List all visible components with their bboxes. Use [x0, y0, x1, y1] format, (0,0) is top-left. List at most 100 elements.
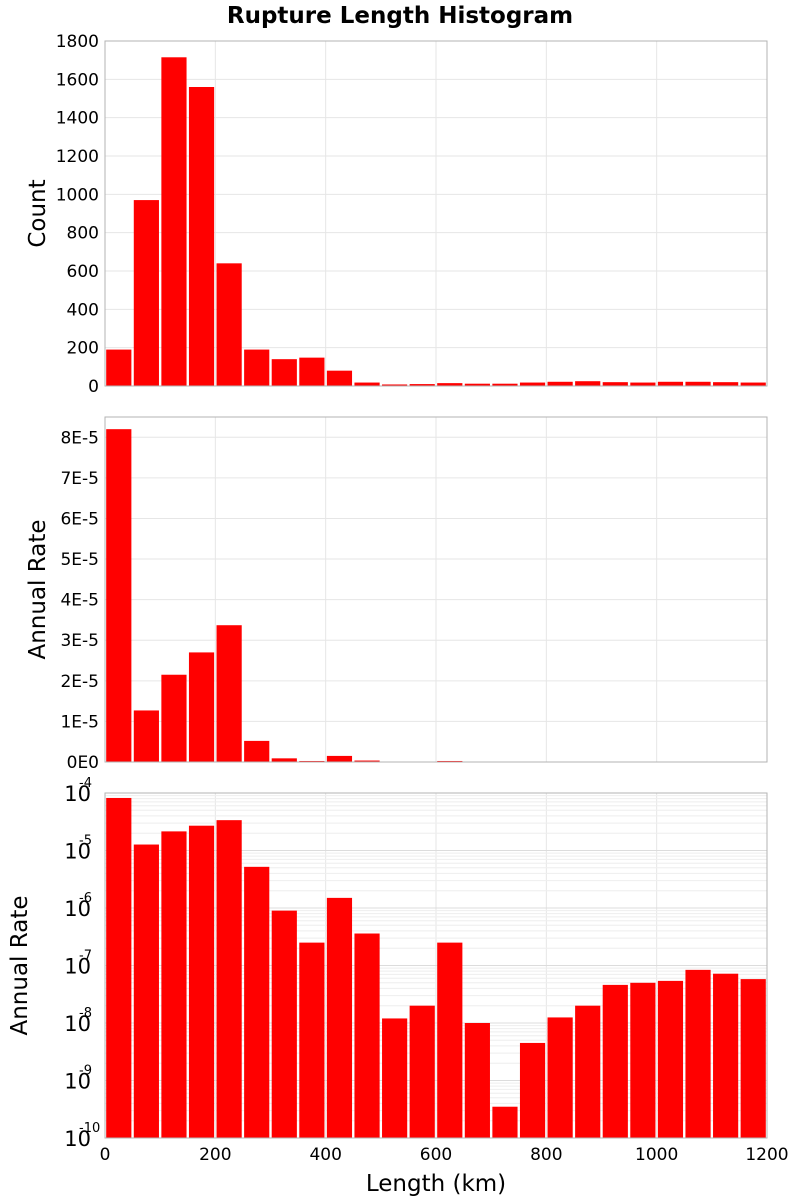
x-tick-label: 400 [309, 1145, 341, 1165]
y-axis-tick-labels: 0E0 1E-5 2E-5 3E-5 4E-5 5E-5 6E-5 7E-5 8E-5 [60, 428, 99, 773]
histogram-bar [161, 57, 187, 387]
histogram-bar [106, 349, 132, 386]
histogram-bar [188, 825, 215, 1138]
y-tick-label: 10 [64, 1070, 91, 1094]
histogram-bar [409, 1005, 435, 1138]
histogram-bar [299, 942, 325, 1138]
chart-title: Rupture Length Histogram [227, 3, 573, 29]
x-axis-label: Length (km) [366, 1171, 506, 1197]
plot-frame [104, 792, 768, 1139]
y-tick-exponent: -8 [79, 1006, 92, 1021]
histogram-bar [437, 383, 463, 386]
histogram-bar [271, 758, 297, 762]
y-tick-label: 0E0 [67, 753, 99, 773]
bars [106, 797, 766, 1138]
y-tick-label: 1400 [56, 109, 99, 129]
histogram-bar [547, 1017, 573, 1138]
histogram-bar [657, 980, 684, 1138]
histogram-bar [244, 349, 270, 386]
histogram-bar [354, 382, 380, 386]
y-tick-label: 1000 [56, 185, 99, 205]
histogram-bar [326, 755, 353, 762]
y-tick-label: 800 [67, 224, 99, 244]
y-tick-label: 6E-5 [60, 509, 99, 529]
y-axis-tick-labels: 0 200 400 600 800 1000 1200 1400 1600 1800 [56, 32, 99, 397]
y-tick-label: 1200 [56, 147, 99, 167]
y-tick-label: 10 [64, 955, 91, 979]
y-tick-label: 2E-5 [60, 672, 99, 692]
histogram-bar [133, 710, 159, 762]
plot-frame [104, 40, 768, 387]
histogram-bar [354, 760, 380, 762]
y-tick-label: 4E-5 [60, 591, 99, 611]
histogram-bar [575, 1005, 601, 1138]
y-tick-label: 10 [64, 897, 91, 921]
histogram-bar [547, 381, 573, 386]
y-axis-label: Annual Rate [7, 896, 33, 1036]
histogram-bar [326, 897, 353, 1138]
histogram-bar [299, 357, 325, 386]
histogram-bar [216, 820, 242, 1138]
y-tick-exponent: -7 [79, 949, 92, 964]
histogram-bar [161, 674, 187, 762]
histogram-bar [492, 383, 518, 386]
gridlines [104, 793, 768, 1139]
histogram-bar [519, 382, 546, 386]
histogram-bar [409, 384, 435, 386]
histogram-bar [685, 381, 711, 386]
histogram-bar [299, 760, 325, 762]
y-tick-label: 8E-5 [60, 428, 99, 448]
y-tick-label: 200 [67, 339, 99, 359]
x-tick-label: 1000 [635, 1145, 678, 1165]
y-tick-label: 3E-5 [60, 631, 99, 651]
histogram-bar [685, 969, 711, 1138]
histogram-bar [602, 382, 628, 386]
y-tick-label: 1600 [56, 70, 99, 90]
histogram-bar [216, 625, 242, 762]
histogram-bar [188, 652, 215, 762]
histogram-bar [244, 866, 270, 1138]
histogram-bar [216, 263, 242, 386]
y-tick-exponent: -10 [79, 1121, 100, 1136]
y-tick-label: 5E-5 [60, 550, 99, 570]
annual-rate-linear-panel: 0E0 1E-5 2E-5 3E-5 4E-5 5E-5 6E-5 7E-5 8E-5 Annua… [25, 416, 768, 773]
histogram-bar [713, 973, 739, 1138]
x-axis-tick-labels: 0 200 400 600 800 1000 1200 [100, 1145, 789, 1165]
y-axis-label: Count [25, 179, 51, 247]
histogram-bar [382, 384, 408, 386]
y-tick-exponent: -5 [79, 834, 92, 849]
histogram-bar [271, 359, 297, 386]
x-tick-label: 200 [199, 1145, 231, 1165]
y-tick-label: 600 [67, 262, 99, 282]
histogram-bar [657, 381, 684, 386]
y-tick-label: 400 [67, 300, 99, 320]
y-axis-label: Annual Rate [25, 520, 51, 660]
histogram-bar [354, 933, 380, 1138]
y-tick-exponent: -9 [79, 1064, 92, 1079]
histogram-bar [575, 381, 601, 386]
y-tick-label: 10 [64, 1012, 91, 1036]
y-axis-tick-labels: 10-410-510-610-710-810-910-10 [64, 776, 100, 1151]
histogram-bar [326, 370, 353, 386]
histogram-bar [519, 1042, 546, 1138]
histogram-bar [437, 942, 463, 1138]
histogram-bar [133, 200, 159, 386]
histogram-bar [161, 831, 187, 1138]
x-tick-label: 0 [100, 1145, 111, 1165]
histogram-bar [106, 797, 132, 1138]
histogram-bar [244, 740, 270, 762]
plot-frame [104, 416, 768, 763]
histogram-bar [740, 382, 766, 386]
y-tick-label: 7E-5 [60, 469, 99, 489]
histogram-bar [271, 910, 297, 1138]
bars [106, 57, 766, 387]
bars [106, 429, 766, 762]
histogram-bar [464, 383, 490, 386]
y-tick-exponent: -6 [79, 891, 92, 906]
x-tick-label: 600 [420, 1145, 452, 1165]
y-tick-label: 0 [88, 377, 99, 397]
histogram-bar [492, 1106, 518, 1138]
y-tick-label: 1E-5 [60, 712, 99, 732]
